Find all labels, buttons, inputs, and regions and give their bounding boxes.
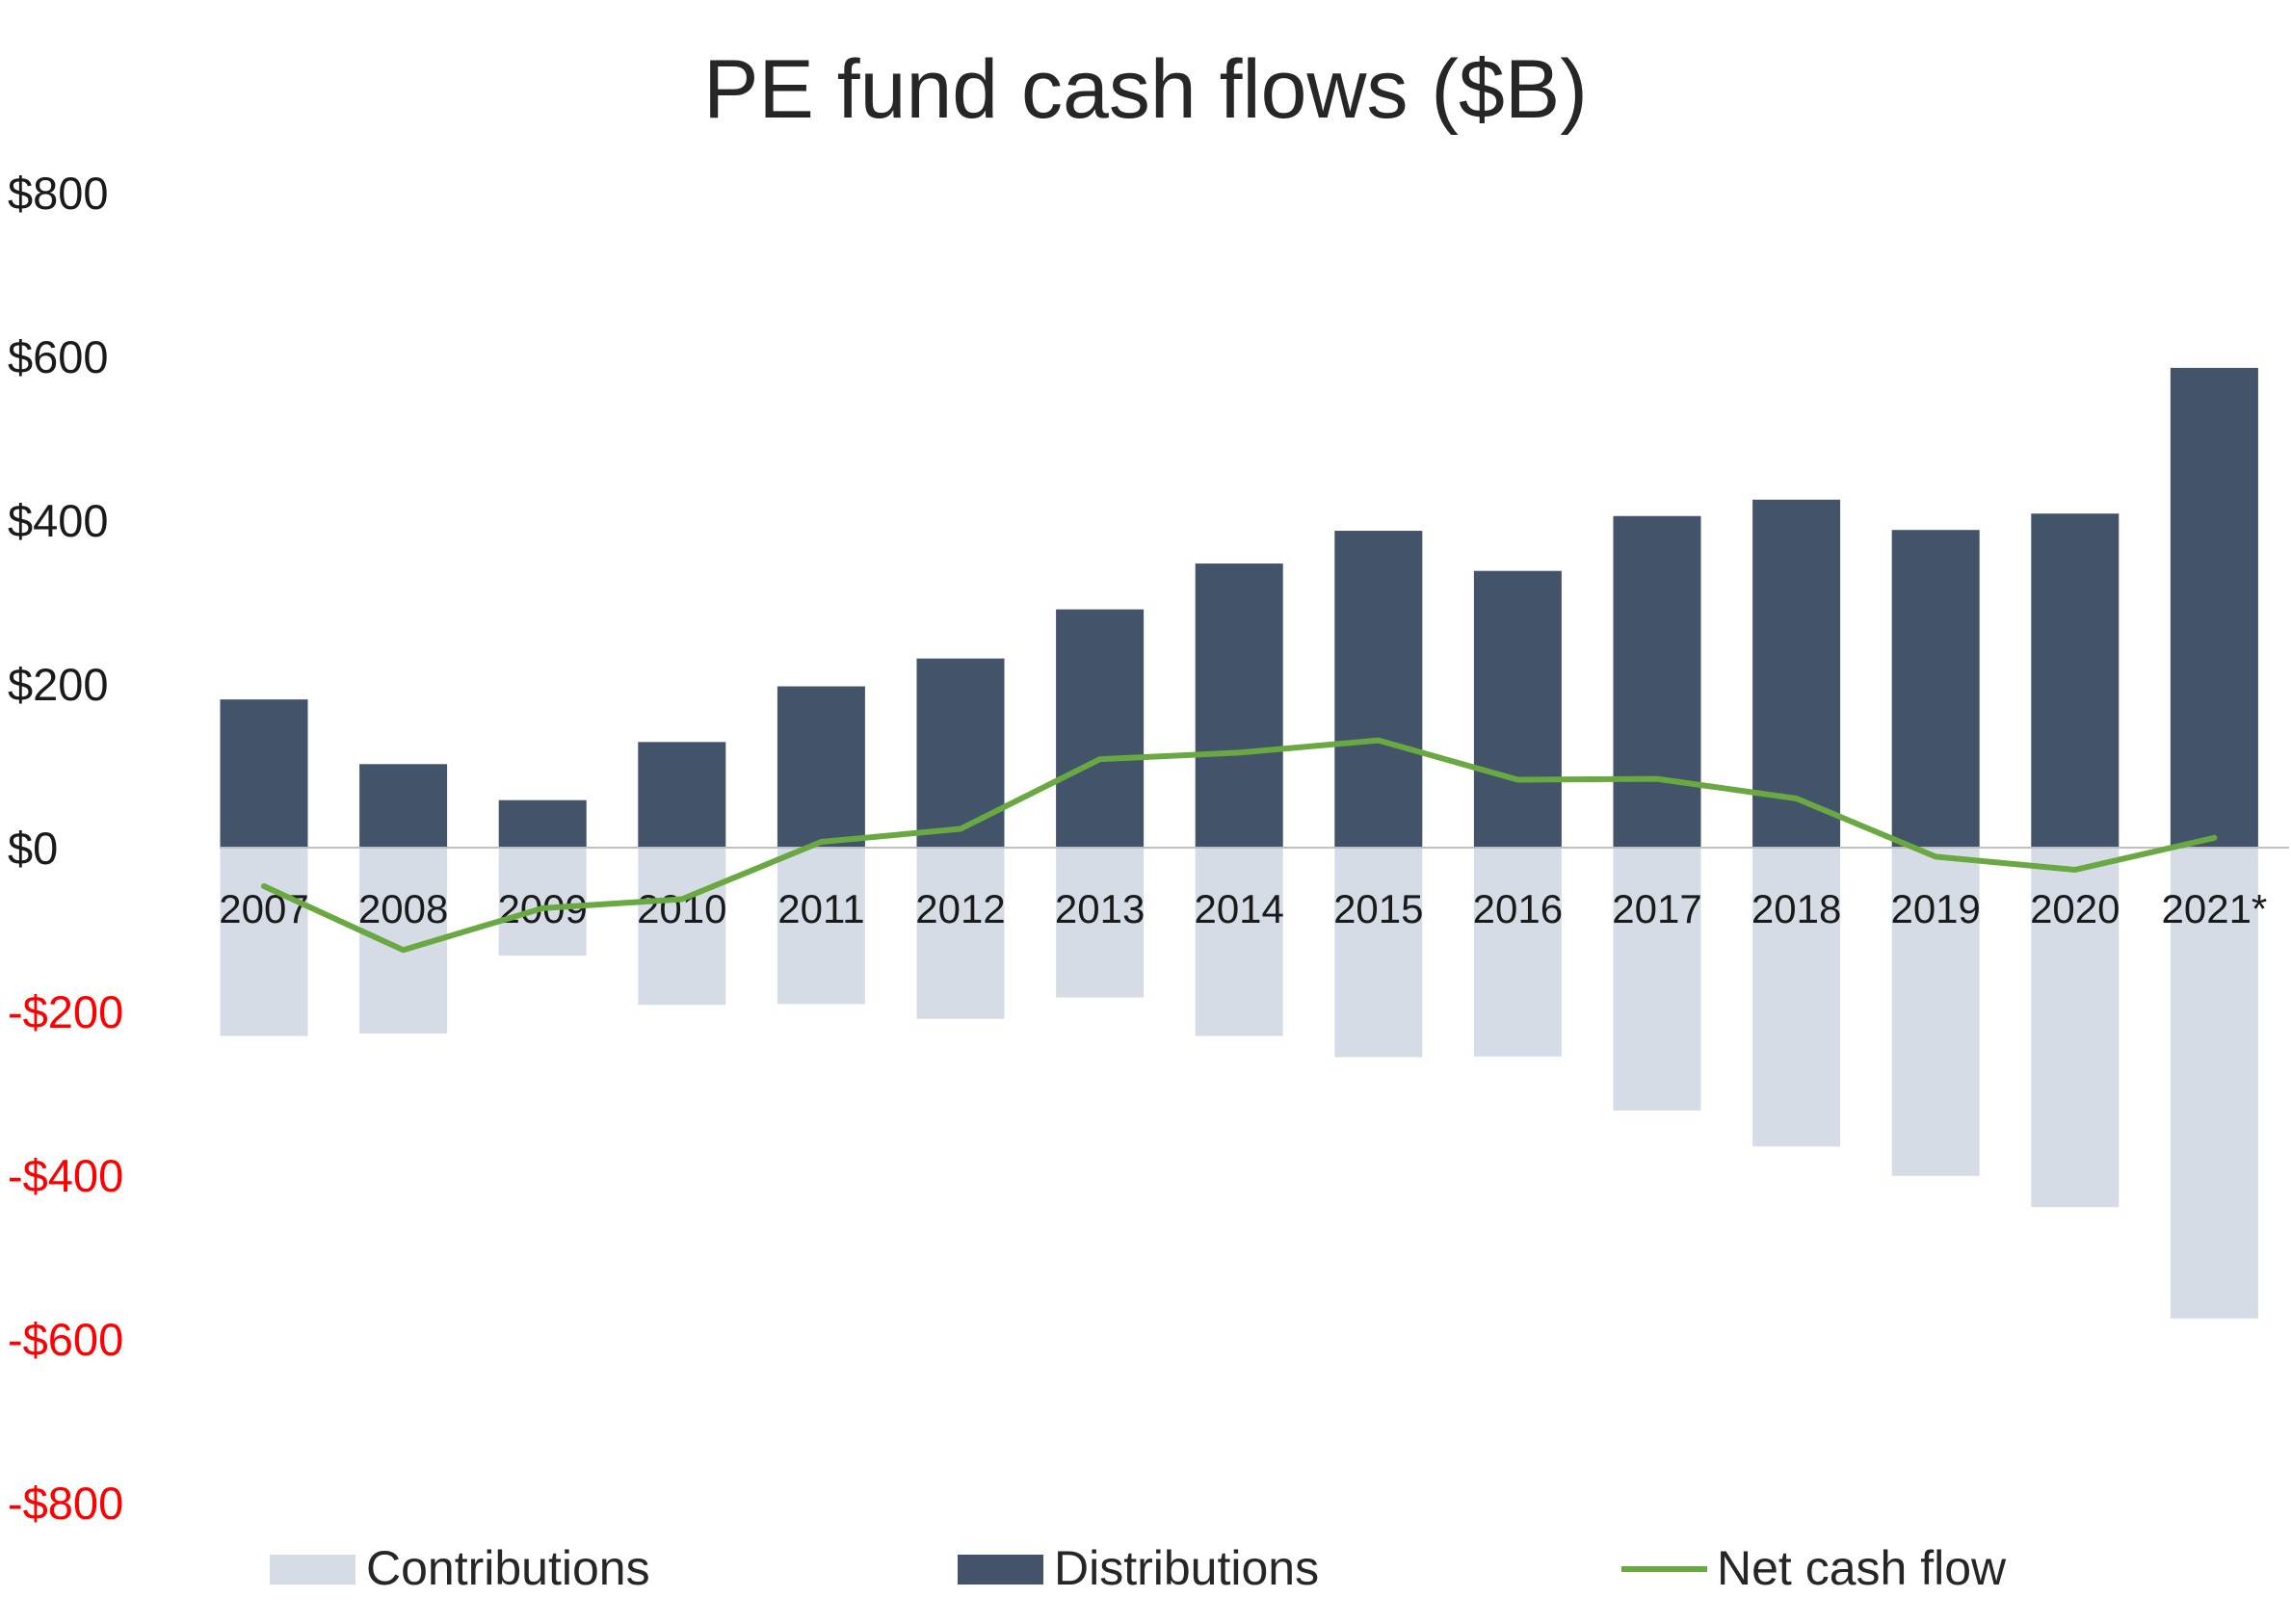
x-tick-label: 2016: [1473, 886, 1563, 931]
x-tick-label: 2018: [1751, 886, 1841, 931]
y-tick-label: -$600: [8, 1314, 123, 1365]
bar-distributions-2018: [1752, 499, 1841, 848]
legend-label-contributions: Contributions: [366, 1541, 650, 1595]
line-net-cash-flow: [261, 737, 2218, 954]
bar-contributions-2019: [1891, 848, 1980, 1176]
bar-distributions-2014: [1195, 563, 1283, 848]
bar-distributions-2011: [777, 686, 865, 848]
x-tick-label: 2019: [1890, 886, 1980, 931]
legend-label-distributions: Distributions: [1054, 1541, 1319, 1595]
bar-contributions-2016: [1473, 848, 1562, 1057]
bar-contributions-2010: [638, 848, 726, 1006]
bar-distributions-2017: [1613, 515, 1701, 848]
x-tick-label: 2007: [219, 886, 308, 931]
bar-contributions-2017: [1613, 848, 1701, 1111]
bar-contributions-2007: [220, 848, 308, 1036]
bar-distributions-2015: [1334, 531, 1423, 848]
y-tick-label: $200: [8, 659, 109, 710]
bar-distributions-2021*: [2170, 367, 2258, 848]
bar-contributions-2009: [498, 848, 587, 956]
bar-contributions-2021*: [2170, 848, 2258, 1319]
bar-distributions-2012: [916, 658, 1005, 848]
x-tick-label: 2020: [2030, 886, 2120, 931]
x-tick-label: 2013: [1055, 886, 1145, 931]
bar-distributions-2010: [638, 742, 726, 848]
bar-contributions-2020: [2031, 848, 2120, 1208]
bar-distributions-2013: [1056, 609, 1145, 848]
x-tick-label: 2015: [1333, 886, 1423, 931]
bar-contributions-2013: [1056, 848, 1145, 998]
legend-label-net-cash-flow: Net cash flow: [1717, 1541, 2007, 1595]
y-tick-label: -$800: [8, 1478, 123, 1529]
bar-contributions-2014: [1195, 848, 1283, 1036]
x-tick-label: 2008: [358, 886, 448, 931]
legend-swatch-distributions: [958, 1555, 1043, 1585]
bar-distributions-2019: [1891, 530, 1980, 848]
bar-distributions-2008: [359, 764, 448, 848]
bar-contributions-2011: [777, 848, 865, 1005]
y-tick-label: -$400: [8, 1150, 123, 1201]
bar-distributions-2009: [498, 799, 587, 848]
x-tick-label: 2011: [777, 886, 864, 931]
y-tick-label: $800: [8, 168, 109, 219]
bar-distributions-2020: [2031, 513, 2120, 848]
y-tick-label: $0: [8, 823, 58, 874]
bar-distributions-2016: [1473, 570, 1562, 848]
bar-contributions-2018: [1752, 848, 1841, 1147]
chart-title: PE fund cash flows ($B): [703, 43, 1588, 136]
x-tick-label: 2010: [637, 886, 726, 931]
legend-swatch-contributions: [270, 1555, 356, 1585]
x-tick-label: 2017: [1612, 886, 1701, 931]
y-tick-label: -$200: [8, 986, 123, 1037]
x-tick-label: 2021*: [2162, 886, 2268, 931]
bar-contributions-2015: [1334, 848, 1423, 1058]
y-tick-label: $400: [8, 495, 109, 546]
x-tick-label: 2014: [1194, 886, 1283, 931]
x-tick-label: 2012: [915, 886, 1005, 931]
y-tick-label: $600: [8, 331, 109, 382]
bar-distributions-2007: [220, 699, 308, 848]
bar-contributions-2012: [916, 848, 1005, 1019]
